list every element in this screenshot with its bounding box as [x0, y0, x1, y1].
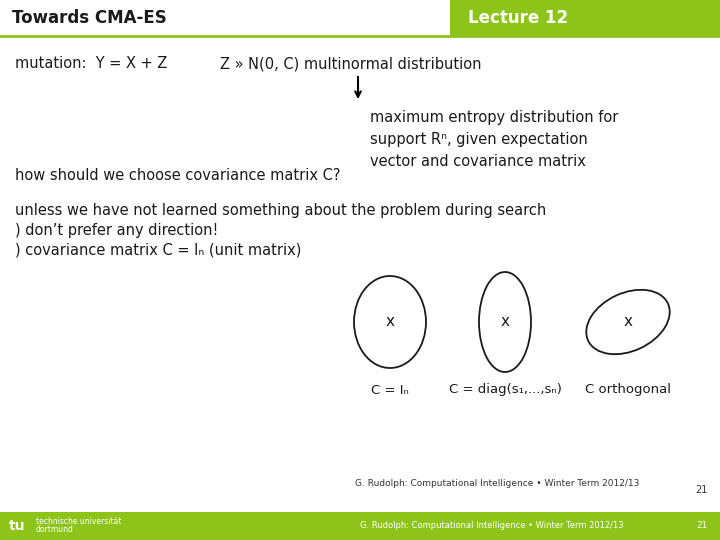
Text: G. Rudolph: Computational Intelligence • Winter Term 2012/13: G. Rudolph: Computational Intelligence •… — [355, 480, 639, 489]
Text: x: x — [624, 314, 632, 329]
Bar — [450, 0, 720, 36]
Text: mutation:  Y = X + Z: mutation: Y = X + Z — [15, 57, 167, 71]
Text: G. Rudolph: Computational Intelligence • Winter Term 2012/13: G. Rudolph: Computational Intelligence •… — [360, 522, 624, 530]
Text: how should we choose covariance matrix C?: how should we choose covariance matrix C… — [15, 167, 341, 183]
Text: Lecture 12: Lecture 12 — [468, 9, 568, 27]
Text: unless we have not learned something about the problem during search: unless we have not learned something abo… — [15, 202, 546, 218]
Text: Z » N(0, C) multinormal distribution: Z » N(0, C) multinormal distribution — [220, 57, 482, 71]
Text: technische universität: technische universität — [36, 517, 122, 526]
Text: ) don’t prefer any direction!: ) don’t prefer any direction! — [15, 222, 218, 238]
Text: C = diag(s₁,...,sₙ): C = diag(s₁,...,sₙ) — [449, 383, 562, 396]
Text: tu: tu — [9, 519, 25, 533]
Text: x: x — [500, 314, 510, 329]
Text: ) covariance matrix C = Iₙ (unit matrix): ) covariance matrix C = Iₙ (unit matrix) — [15, 242, 302, 258]
Bar — [0, 0, 450, 36]
Text: x: x — [385, 314, 395, 329]
Text: 21: 21 — [697, 522, 708, 530]
Text: C = Iₙ: C = Iₙ — [371, 383, 409, 396]
Text: Towards CMA-ES: Towards CMA-ES — [12, 9, 167, 27]
Text: dortmund: dortmund — [36, 525, 74, 535]
Text: C orthogonal: C orthogonal — [585, 383, 671, 396]
Text: 21: 21 — [696, 485, 708, 495]
Bar — [0, 512, 720, 540]
Text: maximum entropy distribution for
support Rⁿ, given expectation
vector and covari: maximum entropy distribution for support… — [370, 110, 618, 170]
Bar — [6, 517, 28, 535]
